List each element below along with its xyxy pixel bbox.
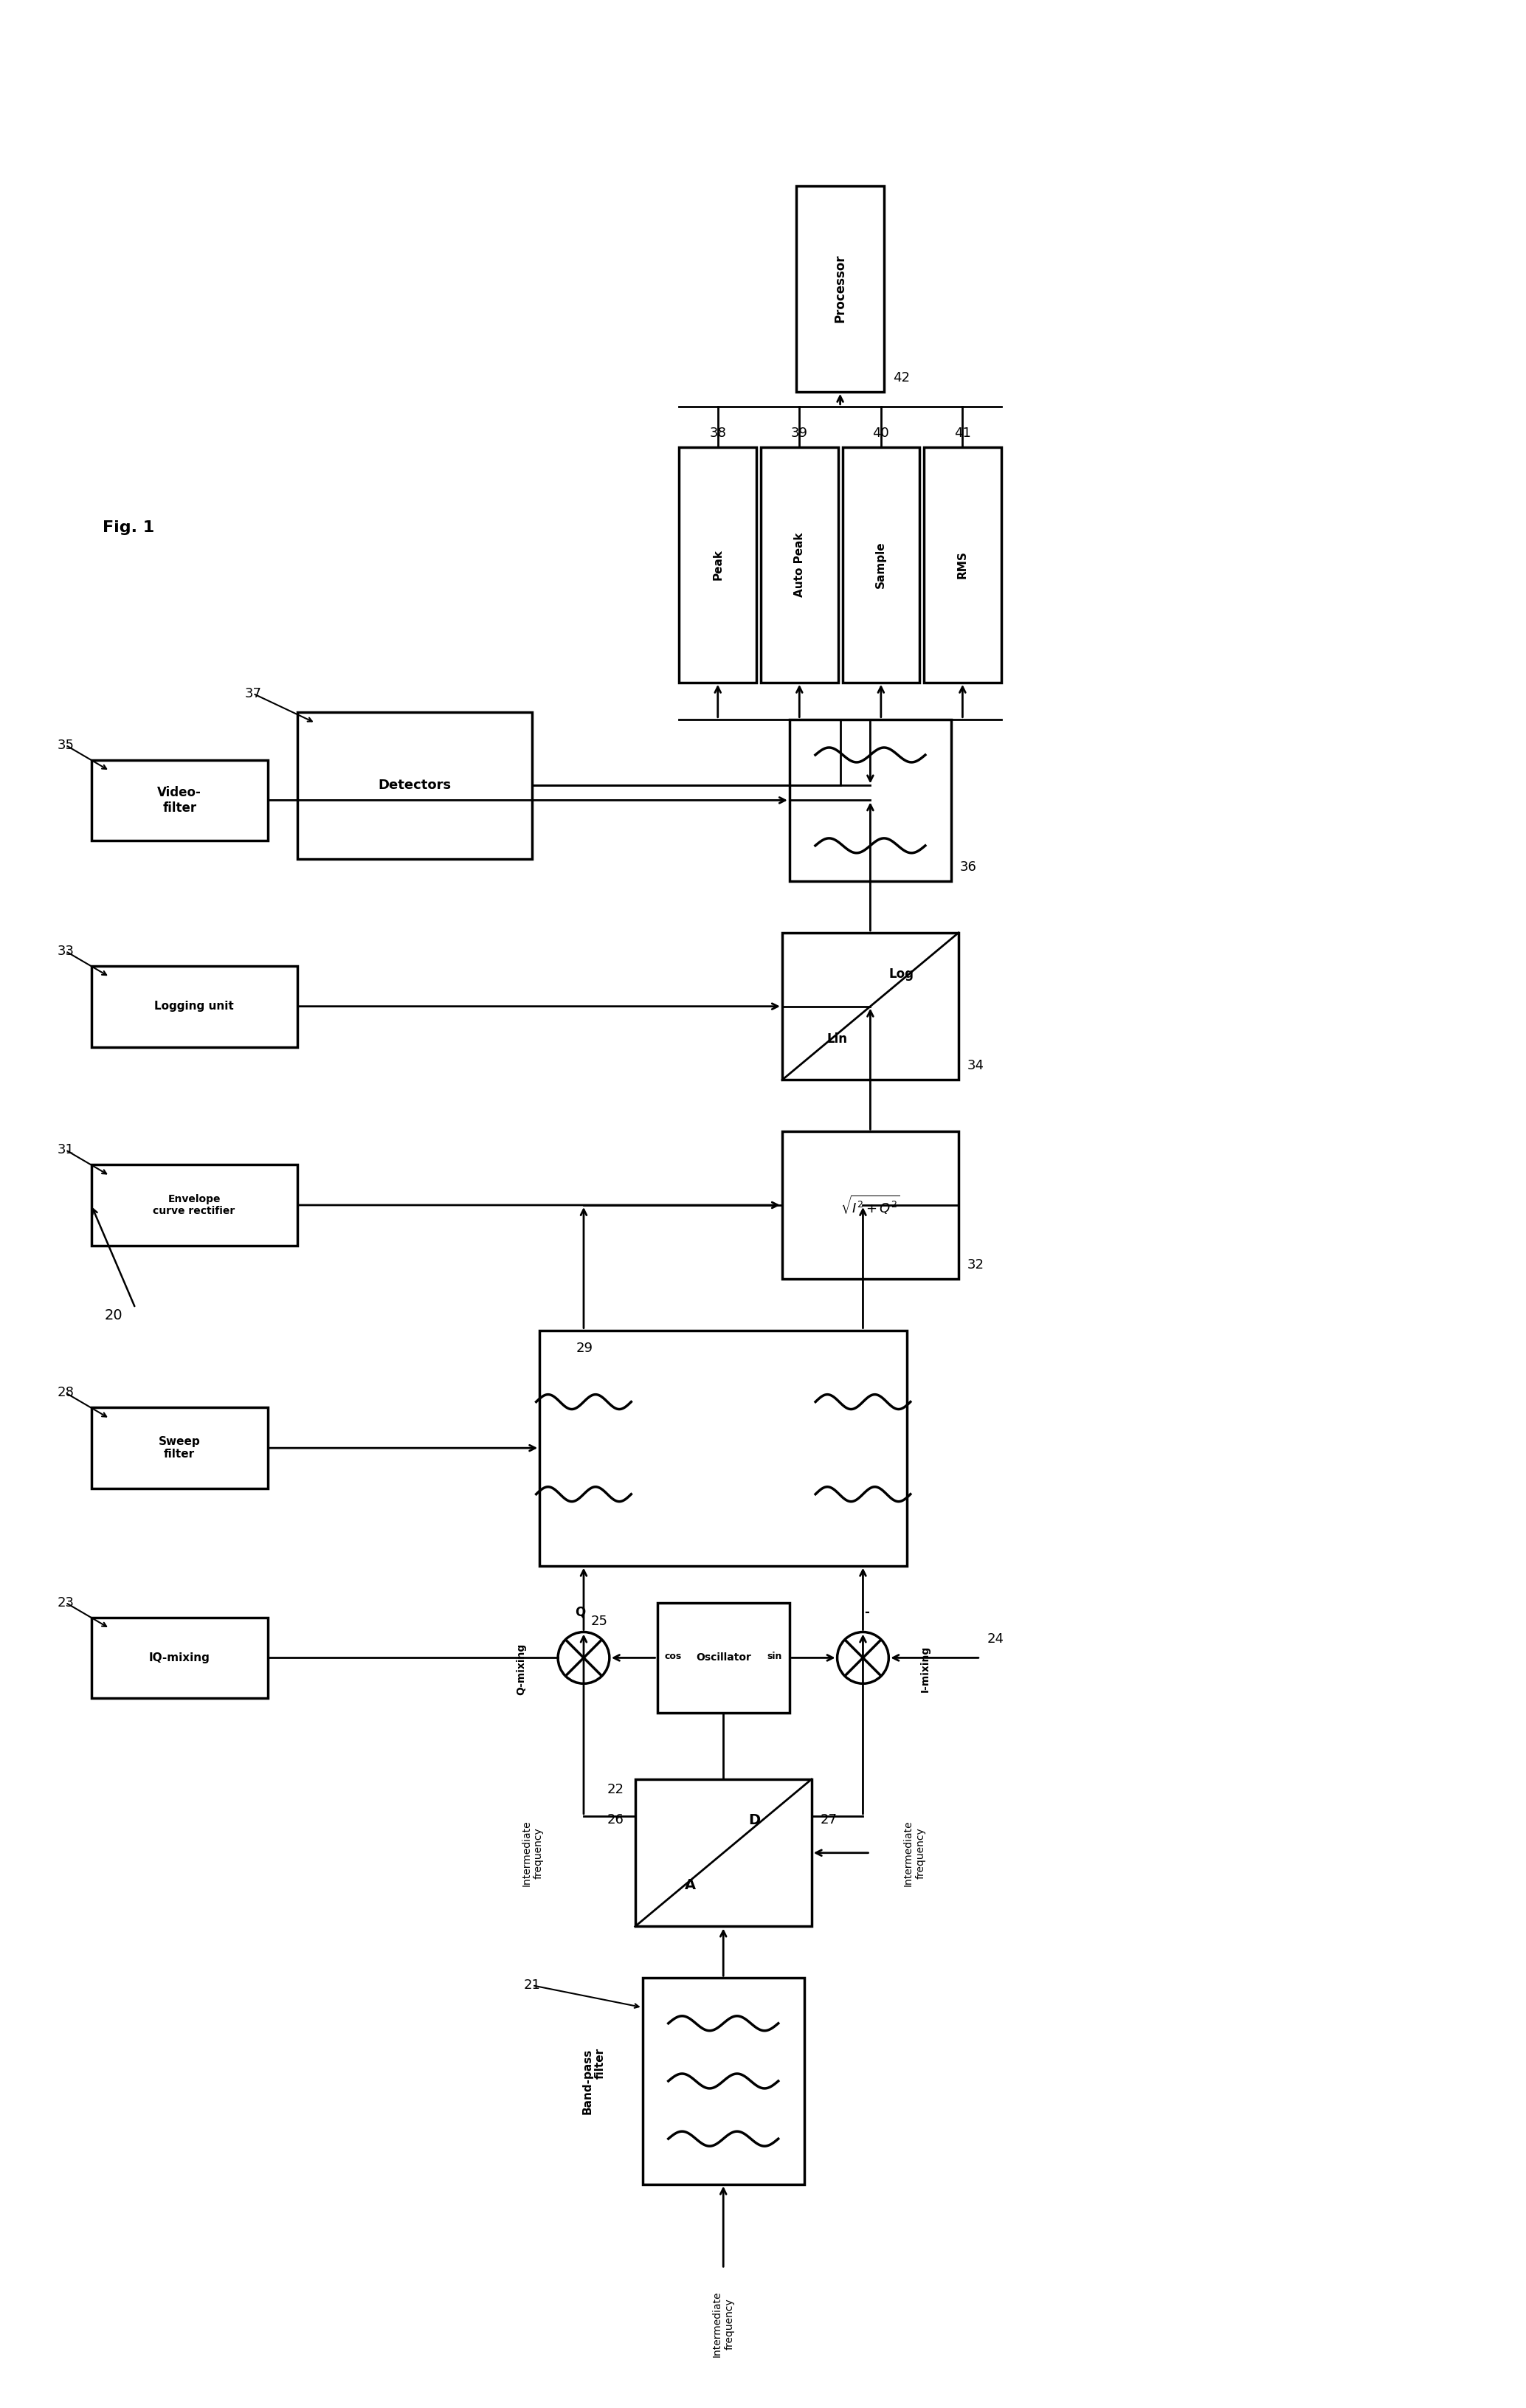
Text: 25: 25: [591, 1613, 607, 1628]
Bar: [797, 185, 884, 393]
Text: Oscillator: Oscillator: [696, 1652, 751, 1664]
Text: 28: 28: [56, 1387, 73, 1399]
Text: Intermediate
frequency: Intermediate frequency: [903, 1820, 926, 1885]
Bar: [923, 448, 1001, 681]
Text: 42: 42: [893, 371, 909, 385]
Bar: [658, 1604, 789, 1712]
Bar: [92, 1618, 267, 1698]
Text: A: A: [685, 1878, 696, 1893]
Bar: [761, 448, 838, 681]
Text: 36: 36: [960, 860, 977, 874]
Text: Video-
filter: Video- filter: [157, 785, 201, 814]
Bar: [783, 932, 958, 1079]
Text: 24: 24: [987, 1633, 1004, 1647]
Text: Fig. 1: Fig. 1: [102, 520, 154, 535]
Text: 34: 34: [967, 1060, 984, 1072]
Text: Processor: Processor: [833, 255, 847, 323]
Bar: [789, 720, 951, 881]
Text: 29: 29: [577, 1341, 594, 1356]
Text: D: D: [748, 1813, 760, 1828]
Text: 21: 21: [523, 1979, 540, 1991]
Text: 33: 33: [56, 944, 75, 958]
Bar: [642, 1977, 804, 2184]
Text: 20: 20: [104, 1308, 122, 1322]
Circle shape: [559, 1633, 609, 1683]
Text: 32: 32: [967, 1257, 984, 1271]
Bar: [92, 1409, 267, 1488]
Text: sin: sin: [768, 1652, 783, 1662]
Text: Intermediate
frequency: Intermediate frequency: [520, 1820, 543, 1885]
Text: I-mixing: I-mixing: [920, 1645, 931, 1693]
Text: Sample: Sample: [876, 542, 887, 588]
Bar: [783, 1132, 958, 1279]
Text: 37: 37: [244, 686, 261, 701]
Text: Logging unit: Logging unit: [154, 1002, 233, 1011]
Bar: [92, 966, 298, 1047]
Text: Detectors: Detectors: [378, 778, 452, 792]
Text: 35: 35: [56, 739, 75, 751]
Bar: [92, 1165, 298, 1245]
Text: $\sqrt{I^2+Q^2}$: $\sqrt{I^2+Q^2}$: [841, 1194, 900, 1216]
Text: Sweep
filter: Sweep filter: [159, 1435, 200, 1459]
Text: 41: 41: [954, 426, 971, 441]
Text: 38: 38: [710, 426, 726, 441]
Text: -: -: [864, 1606, 870, 1618]
Text: 22: 22: [607, 1782, 624, 1796]
Text: 23: 23: [56, 1597, 75, 1609]
Bar: [540, 1329, 906, 1565]
Bar: [298, 713, 533, 860]
Bar: [92, 761, 267, 840]
Bar: [842, 448, 920, 681]
Text: Intermediate
frequency: Intermediate frequency: [713, 2290, 734, 2357]
Bar: [679, 448, 757, 681]
Text: 31: 31: [56, 1144, 73, 1156]
Text: Log: Log: [888, 968, 914, 980]
Text: Lin: Lin: [827, 1033, 847, 1045]
Text: IQ-mixing: IQ-mixing: [150, 1652, 211, 1664]
Text: Q-mixing: Q-mixing: [516, 1642, 526, 1695]
Text: cos: cos: [664, 1652, 682, 1662]
Text: 39: 39: [790, 426, 807, 441]
Circle shape: [838, 1633, 888, 1683]
Text: 26: 26: [607, 1813, 624, 1825]
Text: Envelope
curve rectifier: Envelope curve rectifier: [153, 1194, 235, 1216]
Text: Q: Q: [575, 1606, 586, 1618]
Text: RMS: RMS: [957, 551, 967, 578]
Bar: [635, 1780, 812, 1926]
Text: Auto Peak: Auto Peak: [794, 532, 804, 597]
Text: Peak: Peak: [713, 549, 723, 580]
Text: Band-pass
filter: Band-pass filter: [581, 2049, 606, 2114]
Text: 40: 40: [873, 426, 890, 441]
Text: 27: 27: [821, 1813, 838, 1825]
